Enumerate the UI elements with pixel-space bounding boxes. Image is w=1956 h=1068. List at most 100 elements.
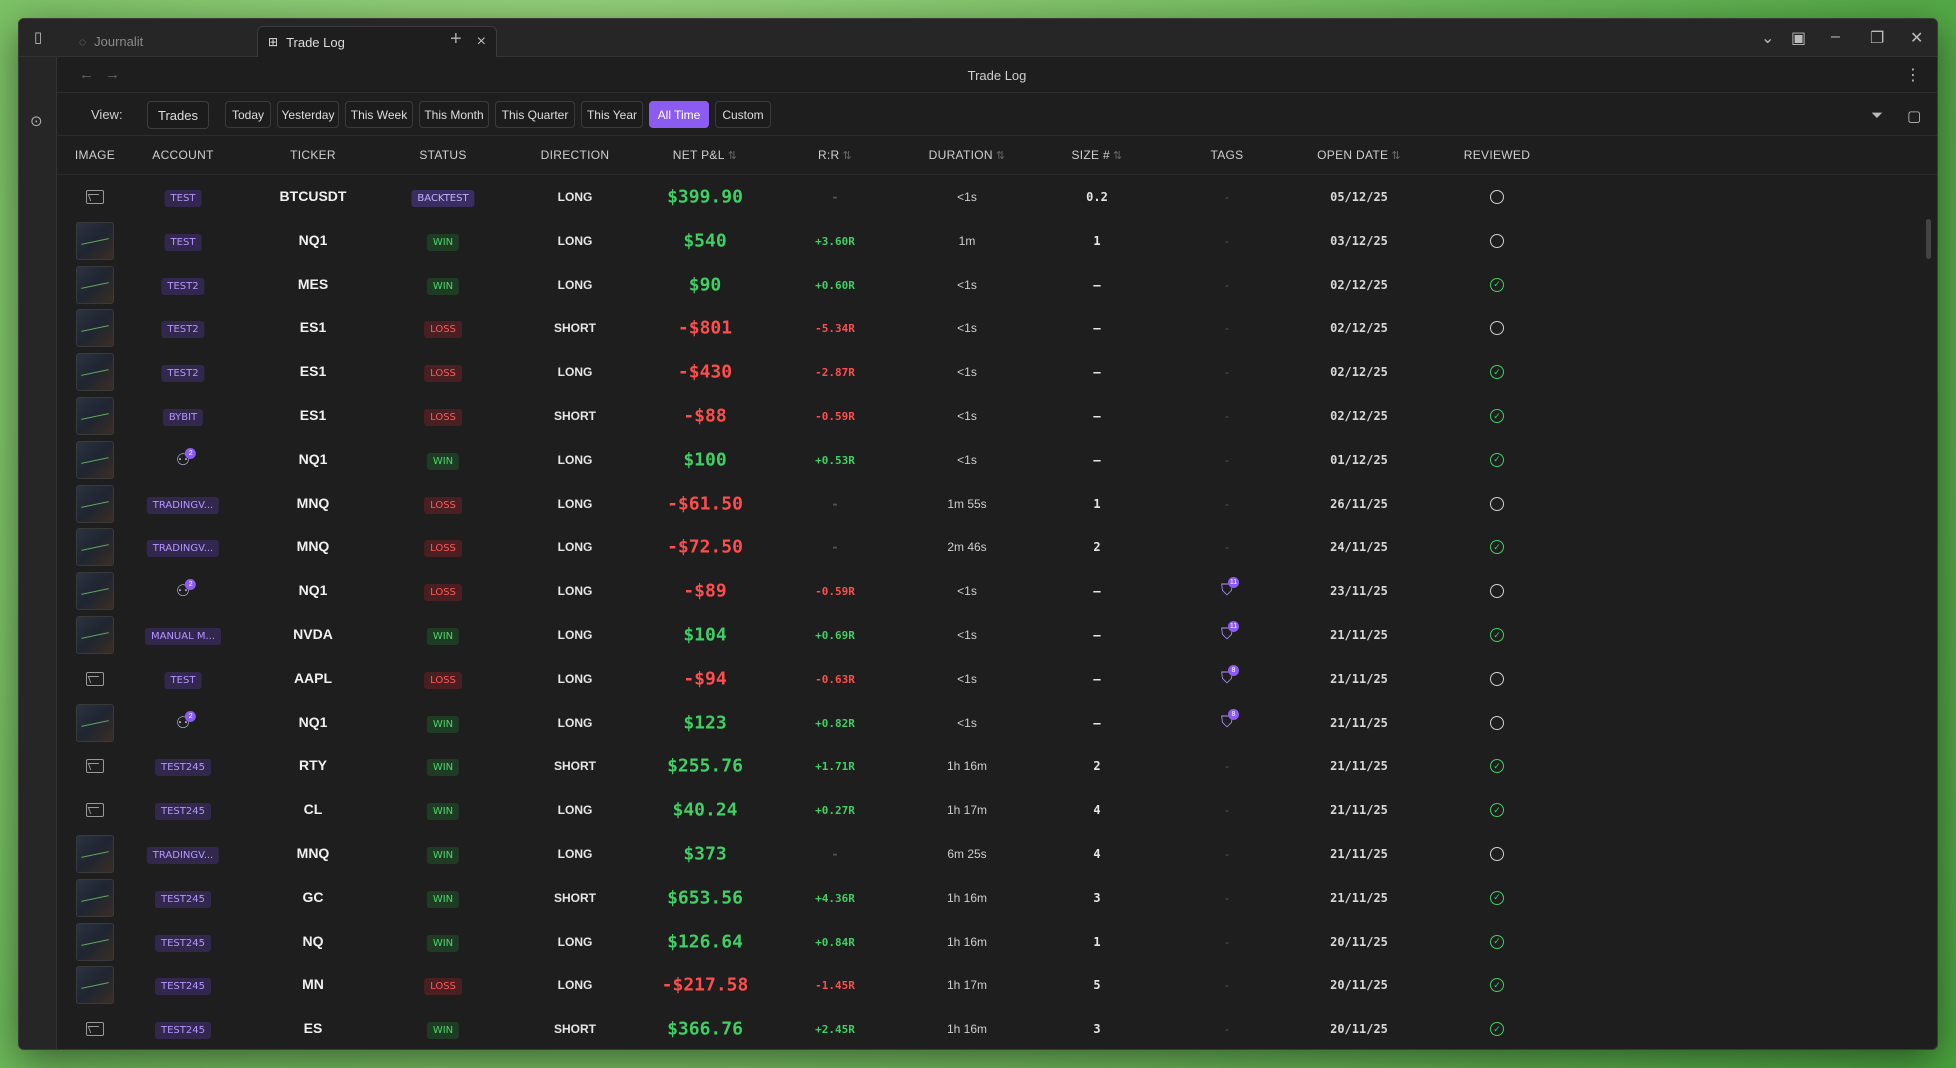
forward-arrow-icon[interactable]: → bbox=[105, 66, 120, 83]
reviewed-check-icon[interactable]: ✓ bbox=[1490, 978, 1504, 993]
sort-icon[interactable]: ⇅ bbox=[727, 150, 738, 162]
table-row[interactable]: ⚇ 2 NQ1 WIN LONG $123 +0.82R <1s – ⛉ 8 21/11/25 bbox=[57, 701, 1937, 745]
trade-screenshot-thumbnail[interactable] bbox=[76, 922, 114, 961]
table-row[interactable]: MANUAL M... NVDA WIN LONG $104 +0.69R <1s – ⛉ 11 2… bbox=[57, 613, 1937, 657]
not-reviewed-circle-icon[interactable] bbox=[1490, 584, 1504, 599]
table-row[interactable]: ⚇ 2 NQ1 LOSS LONG -$89 -0.59R <1s – ⛉ 11 23/11/25 bbox=[57, 569, 1937, 613]
table-row[interactable]: TRADINGV... MNQ LOSS LONG -$61.50 - 1m 55s 1 - 26… bbox=[57, 482, 1937, 526]
column-header-rr[interactable]: R:R ⇅ bbox=[818, 148, 852, 162]
trade-screenshot-thumbnail[interactable] bbox=[76, 616, 114, 654]
tag-icon[interactable]: ⛉ 11 bbox=[1220, 621, 1240, 643]
close-icon[interactable]: × bbox=[476, 33, 486, 50]
table-row[interactable]: BYBIT ES1 LOSS SHORT -$88 -0.59R <1s – - 02/12/25… bbox=[57, 394, 1937, 438]
reviewed-check-icon[interactable]: ✓ bbox=[1490, 409, 1504, 423]
not-reviewed-circle-icon[interactable] bbox=[1490, 321, 1504, 336]
period-all-time-button[interactable]: All Time bbox=[649, 101, 709, 128]
column-header-open-date[interactable]: OPEN DATE ⇅ bbox=[1317, 148, 1401, 162]
restore-icon[interactable]: ❐ bbox=[1870, 30, 1885, 47]
column-header-duration[interactable]: DURATION ⇅ bbox=[929, 148, 1006, 162]
table-row[interactable]: TEST245 MN LOSS LONG -$217.58 -1.45R 1h 17m 5 - 2… bbox=[57, 963, 1937, 1007]
trade-screenshot-thumbnail[interactable] bbox=[76, 484, 114, 523]
dashboard-icon[interactable]: ⊙ bbox=[30, 113, 43, 130]
table-row[interactable]: TEST245 RTY WIN SHORT $255.76 +1.71R 1h 16m 2 - 2… bbox=[57, 744, 1937, 788]
reviewed-check-icon[interactable]: ✓ bbox=[1490, 1022, 1504, 1037]
table-row[interactable]: TEST245 ES WIN SHORT $366.76 +2.45R 1h 16m 3 - 20… bbox=[57, 1007, 1937, 1049]
trade-screenshot-thumbnail[interactable] bbox=[76, 221, 114, 260]
sort-icon[interactable]: ⇅ bbox=[1391, 150, 1401, 162]
minimize-icon[interactable]: – bbox=[1831, 28, 1840, 45]
tab-trade-log[interactable]: ⊞ Trade Log × bbox=[257, 26, 497, 57]
table-row[interactable]: TRADINGV... MNQ WIN LONG $373 - 6m 25s 4 - 21/11/… bbox=[57, 832, 1937, 876]
sort-icon[interactable]: ⇅ bbox=[842, 150, 853, 162]
reviewed-check-icon[interactable]: ✓ bbox=[1490, 890, 1504, 905]
sidebar-toggle-icon[interactable]: ▯ bbox=[33, 29, 43, 46]
not-reviewed-circle-icon[interactable] bbox=[1490, 496, 1504, 511]
trade-screenshot-thumbnail[interactable] bbox=[76, 265, 114, 304]
table-row[interactable]: ⚇ 2 NQ1 WIN LONG $100 +0.53R <1s – - 01/12/25 ✓ bbox=[57, 438, 1937, 482]
reviewed-check-icon[interactable]: ✓ bbox=[1490, 540, 1504, 555]
table-row[interactable]: TRADINGV... MNQ LOSS LONG -$72.50 - 2m 46s 2 - 24… bbox=[57, 525, 1937, 569]
tag-icon[interactable]: ⛉ 8 bbox=[1221, 664, 1240, 687]
window-close-icon[interactable]: ✕ bbox=[1910, 30, 1924, 47]
not-reviewed-circle-icon[interactable] bbox=[1490, 847, 1504, 861]
table-row[interactable]: TEST245 NQ WIN LONG $126.64 +0.84R 1h 16m 1 - 20/… bbox=[57, 920, 1937, 964]
table-row[interactable]: TEST BTCUSDT BACKTEST LONG $399.90 - <1s 0.2 - 05… bbox=[57, 175, 1937, 219]
layout-icon[interactable]: ▣ bbox=[1791, 30, 1807, 47]
trade-screenshot-thumbnail[interactable] bbox=[76, 353, 114, 392]
back-arrow-icon[interactable]: ← bbox=[79, 66, 94, 83]
multi-account-icon[interactable]: ⚇ 2 bbox=[176, 579, 197, 600]
column-header-net-pnl[interactable]: NET P&L ⇅ bbox=[673, 148, 737, 162]
period-this-month-button[interactable]: This Month bbox=[419, 101, 489, 128]
trade-screenshot-thumbnail[interactable] bbox=[76, 703, 114, 742]
table-row[interactable]: TEST245 GC WIN SHORT $653.56 +4.36R 1h 16m 3 - 21… bbox=[57, 876, 1937, 920]
more-options-icon[interactable]: ⋮ bbox=[1905, 67, 1921, 84]
trade-screenshot-thumbnail[interactable] bbox=[76, 309, 114, 348]
table-row[interactable]: TEST2 MES WIN LONG $90 +0.60R <1s – - 02/12/25 ✓ bbox=[57, 263, 1937, 307]
trade-screenshot-thumbnail[interactable] bbox=[76, 835, 114, 873]
tag-icon[interactable]: ⛉ 8 bbox=[1221, 708, 1240, 731]
tab-journalit[interactable]: ◌ Journalit bbox=[69, 26, 309, 57]
period-custom-button[interactable]: Custom bbox=[715, 101, 771, 128]
period-this-quarter-button[interactable]: This Quarter bbox=[495, 101, 575, 128]
period-this-year-button[interactable]: This Year bbox=[581, 101, 643, 128]
not-reviewed-circle-icon[interactable] bbox=[1490, 233, 1504, 248]
not-reviewed-circle-icon[interactable] bbox=[1490, 190, 1504, 204]
tag-count-badge: 11 bbox=[1228, 577, 1240, 589]
reviewed-check-icon[interactable]: ✓ bbox=[1490, 452, 1504, 467]
reviewed-check-icon[interactable]: ✓ bbox=[1490, 365, 1504, 380]
not-reviewed-circle-icon[interactable] bbox=[1490, 715, 1504, 730]
column-header-size[interactable]: SIZE # ⇅ bbox=[1071, 148, 1122, 162]
direction: LONG bbox=[557, 540, 593, 555]
trade-screenshot-thumbnail[interactable] bbox=[76, 440, 114, 479]
new-tab-icon[interactable]: + bbox=[450, 28, 462, 50]
scrollbar[interactable] bbox=[1926, 219, 1931, 259]
view-select[interactable]: Trades bbox=[147, 101, 209, 129]
sort-icon[interactable]: ⇅ bbox=[995, 150, 1006, 162]
table-row[interactable]: TEST NQ1 WIN LONG $540 +3.60R 1m 1 - 03/12/25 bbox=[57, 219, 1937, 263]
reviewed-check-icon[interactable]: ✓ bbox=[1490, 277, 1504, 292]
reviewed-check-icon[interactable]: ✓ bbox=[1490, 628, 1504, 642]
chevron-down-icon[interactable]: ⌄ bbox=[1761, 30, 1775, 47]
table-row[interactable]: TEST2 ES1 LOSS LONG -$430 -2.87R <1s – - 02/12/25… bbox=[57, 350, 1937, 394]
period-yesterday-button[interactable]: Yesterday bbox=[277, 101, 339, 128]
not-reviewed-circle-icon[interactable] bbox=[1490, 671, 1504, 686]
trade-screenshot-thumbnail[interactable] bbox=[76, 528, 114, 567]
table-row[interactable]: TEST AAPL LOSS LONG -$94 -0.63R <1s – ⛉ 8 21/11/25 bbox=[57, 657, 1937, 701]
columns-icon[interactable]: ▢ bbox=[1907, 108, 1922, 125]
reviewed-check-icon[interactable]: ✓ bbox=[1490, 759, 1504, 774]
reviewed-check-icon[interactable]: ✓ bbox=[1490, 803, 1504, 818]
period-today-button[interactable]: Today bbox=[225, 101, 271, 128]
table-row[interactable]: TEST245 CL WIN LONG $40.24 +0.27R 1h 17m 4 - 21/1… bbox=[57, 788, 1937, 832]
multi-account-icon[interactable]: ⚇ 2 bbox=[176, 447, 197, 469]
period-this-week-button[interactable]: This Week bbox=[345, 101, 413, 128]
table-row[interactable]: TEST2 ES1 LOSS SHORT -$801 -5.34R <1s – - 02/12/2… bbox=[57, 306, 1937, 350]
trade-screenshot-thumbnail[interactable] bbox=[76, 966, 114, 1005]
trade-screenshot-thumbnail[interactable] bbox=[76, 397, 114, 435]
filter-icon[interactable]: ⏷ bbox=[1871, 107, 1884, 124]
trade-screenshot-thumbnail[interactable] bbox=[76, 878, 114, 917]
reviewed-check-icon[interactable]: ✓ bbox=[1490, 934, 1504, 949]
trade-screenshot-thumbnail[interactable] bbox=[76, 572, 114, 611]
sort-icon[interactable]: ⇅ bbox=[1112, 150, 1123, 162]
multi-account-icon[interactable]: ⚇ 2 bbox=[176, 710, 197, 732]
tag-icon[interactable]: ⛉ 11 bbox=[1220, 577, 1240, 600]
